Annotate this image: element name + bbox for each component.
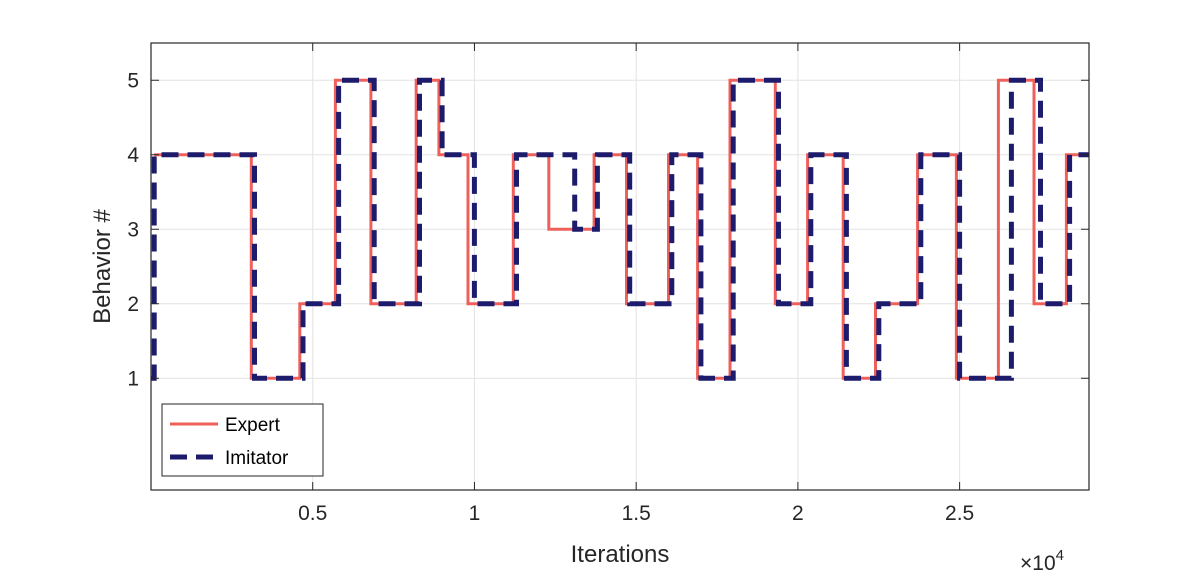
legend-label-expert: Expert: [225, 415, 281, 436]
legend-label-imitator: Imitator: [225, 448, 289, 469]
x-tick-label: 1: [469, 502, 481, 525]
series-layer: [151, 77, 1089, 381]
x-axis-multiplier: ×104: [1020, 547, 1064, 575]
y-tick-label: 5: [127, 69, 139, 92]
x-tick-label: 2.5: [945, 502, 974, 525]
y-tick-label: 1: [127, 367, 139, 390]
plot-area-frame: [150, 42, 1090, 491]
axis-tick-labels: 0.5 1 1.5 2 2.5 1 2 3 4 5: [127, 69, 974, 525]
axis-ticks: [151, 43, 1089, 490]
y-axis-label: Behavior #: [89, 208, 116, 323]
x-tick-label: 2: [792, 502, 804, 525]
y-tick-label: 4: [127, 144, 139, 167]
y-tick-label: 2: [127, 293, 139, 316]
series-line-imitator: [151, 77, 1089, 381]
y-tick-label: 3: [127, 218, 139, 241]
x-axis-label: Iterations: [571, 541, 670, 568]
legend: Expert Imitator: [161, 403, 324, 477]
x-tick-label: 1.5: [622, 502, 651, 525]
x-axis-multiplier-exponent: 4: [1056, 547, 1064, 564]
x-tick-label: 0.5: [298, 502, 327, 525]
series-line-expert: [154, 78, 1089, 380]
x-axis-multiplier-base: ×10: [1020, 552, 1056, 575]
legend-box: [161, 403, 324, 477]
